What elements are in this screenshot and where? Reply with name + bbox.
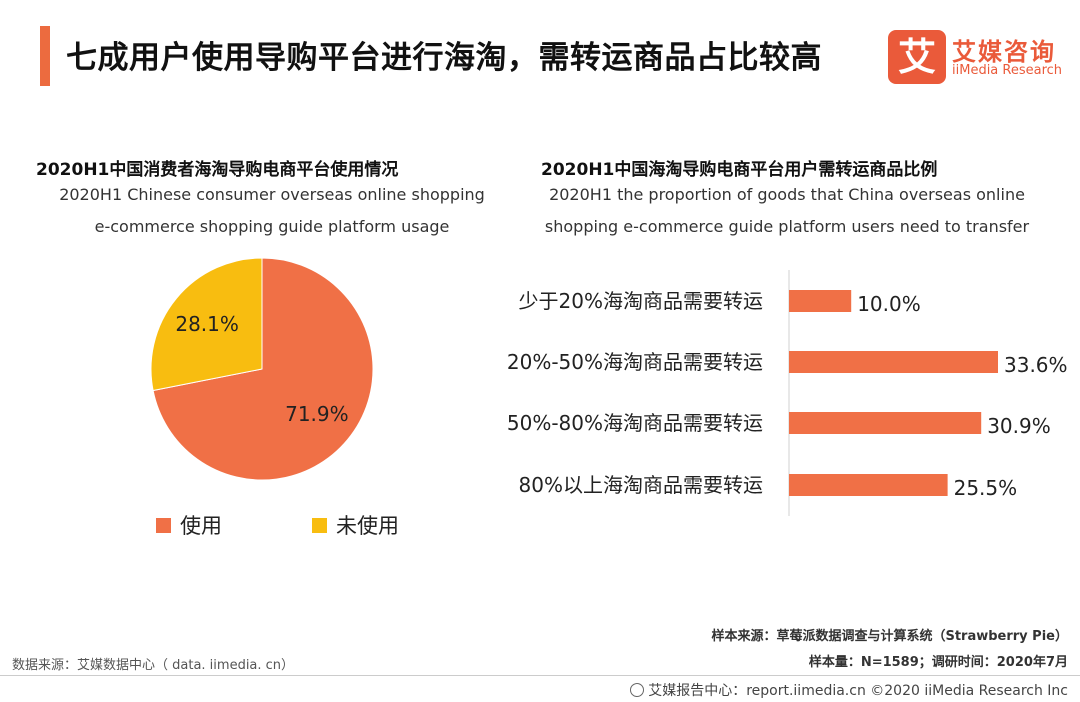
- pie-chart-subtitle-1: 2020H1 Chinese consumer overseas online …: [59, 185, 485, 204]
- legend-swatch-used: [156, 517, 171, 533]
- iimedia-logo: 艾 艾媒咨询 iiMedia Research: [888, 30, 1068, 86]
- bar-3: [789, 412, 982, 434]
- logo-text-cn: 艾媒咨询: [952, 38, 1056, 66]
- data-source: 数据来源：艾媒数据中心（ data. iimedia. cn）: [12, 658, 295, 673]
- bar-category-label-1: 少于20%海淘商品需要转运: [519, 289, 763, 313]
- bar-2: [789, 351, 998, 373]
- pie-label-used: 71.9%: [285, 402, 349, 426]
- globe-icon: [630, 683, 645, 697]
- title-accent-bar: [40, 26, 50, 86]
- bar-chart-subtitle-2: shopping e-commerce guide platform users…: [544, 217, 1030, 236]
- bar-category-label-4: 80%以上海淘商品需要转运: [519, 473, 763, 497]
- legend-label-unused: 未使用: [336, 514, 399, 538]
- bar-4: [789, 474, 948, 496]
- copyright-text: 艾媒报告中心：report.iimedia.cn ©2020 iiMedia R…: [648, 683, 1068, 699]
- legend-item-used: 使用: [156, 510, 222, 540]
- pie-label-unused: 28.1%: [175, 312, 239, 336]
- logo-mark: 艾: [888, 30, 946, 84]
- pie-chart-subtitle-2: e-commerce shopping guide platform usage: [94, 217, 450, 236]
- bar-value-label-1: 10.0%: [857, 292, 921, 316]
- sample-size: 样本量：N=1589；调研时间：2020年7月: [808, 655, 1068, 670]
- legend-label-used: 使用: [180, 514, 222, 538]
- pie-slice-unused: [150, 257, 263, 392]
- bar-1: [789, 290, 852, 312]
- bar-chart-subtitle-1: 2020H1 the proportion of goods that Chin…: [549, 185, 1025, 204]
- legend-item-unused: 未使用: [312, 510, 399, 540]
- legend-swatch-unused: [312, 517, 327, 533]
- footer-divider: [0, 675, 1080, 676]
- logo-text-en: iiMedia Research: [952, 63, 1063, 78]
- sample-source: 样本来源：草莓派数据调查与计算系统（Strawberry Pie）: [711, 629, 1068, 644]
- bar-value-label-4: 25.5%: [954, 476, 1018, 500]
- pie-slice-used: [152, 257, 374, 481]
- bar-category-label-2: 20%-50%海淘商品需要转运: [507, 350, 763, 374]
- pie-chart-title: 2020H1中国消费者海淘导购电商平台使用情况: [36, 160, 399, 180]
- bar-category-label-3: 50%-80%海淘商品需要转运: [507, 411, 763, 435]
- bar-value-label-2: 33.6%: [1004, 353, 1068, 377]
- bar-chart-title: 2020H1中国海淘导购电商平台用户需转运商品比例: [541, 160, 938, 180]
- footer-copyright: 艾媒报告中心：report.iimedia.cn ©2020 iiMedia R…: [630, 680, 1068, 700]
- page-title: 七成用户使用导购平台进行海淘，需转运商品占比较高: [66, 40, 822, 76]
- bar-value-label-3: 30.9%: [987, 414, 1051, 438]
